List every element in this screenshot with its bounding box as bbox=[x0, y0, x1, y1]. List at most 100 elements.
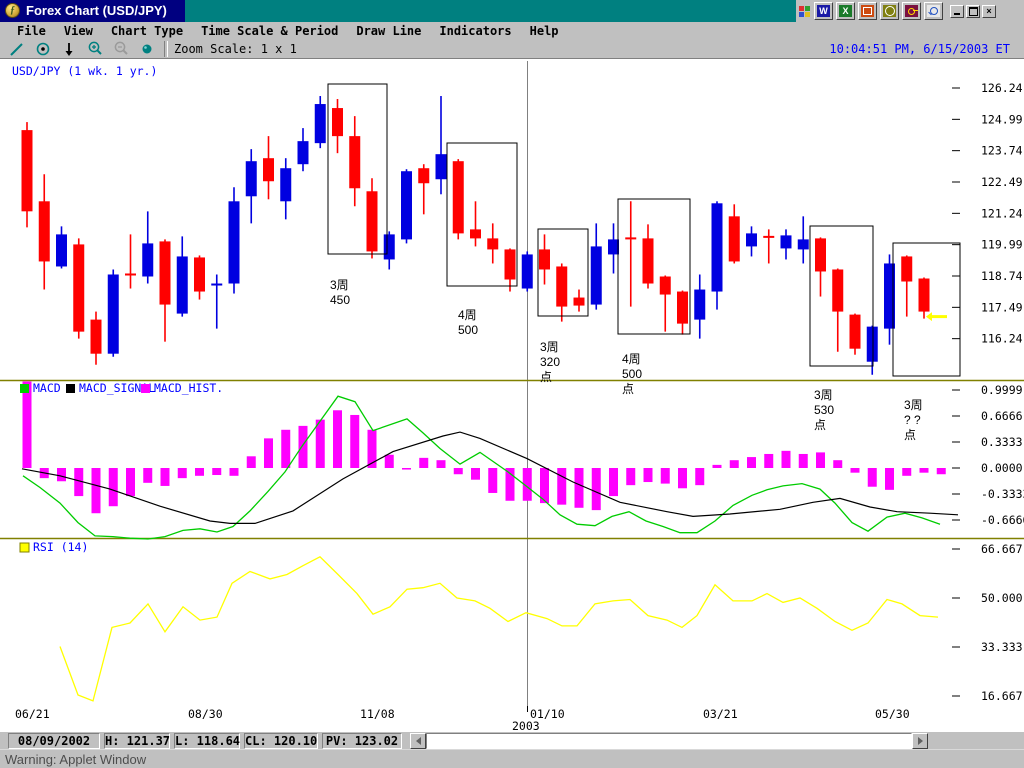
scroll-track[interactable] bbox=[426, 732, 912, 749]
chart-area[interactable]: 126.24 124.99 123.74 122.49 121.24 119.99 118.… bbox=[0, 59, 1024, 731]
svg-text:08/30: 08/30 bbox=[188, 707, 223, 721]
svg-text:点: 点 bbox=[622, 382, 634, 396]
svg-text:66.667: 66.667 bbox=[981, 542, 1023, 556]
svg-text:? ?: ? ? bbox=[904, 413, 921, 427]
svg-text:点: 点 bbox=[540, 370, 552, 384]
office-grid-icon[interactable] bbox=[799, 5, 810, 17]
svg-text:126.24: 126.24 bbox=[981, 81, 1023, 95]
scroll-right-button[interactable] bbox=[912, 732, 928, 749]
macd-histogram bbox=[22, 381, 946, 514]
status-low: L: 118.64 bbox=[174, 732, 241, 749]
applet-warning-bar: Warning: Applet Window bbox=[0, 749, 1024, 768]
svg-text:0.3333: 0.3333 bbox=[981, 435, 1023, 449]
scroll-left-button[interactable] bbox=[410, 732, 426, 749]
find-icon[interactable] bbox=[924, 2, 943, 20]
svg-text:4周: 4周 bbox=[622, 352, 641, 366]
menu-indicators[interactable]: Indicators bbox=[439, 23, 512, 38]
zoom-scale-label: Zoom Scale: 1 x 1 bbox=[174, 41, 297, 56]
svg-text:03/21: 03/21 bbox=[703, 707, 738, 721]
svg-text:MACD: MACD bbox=[33, 381, 61, 395]
menu-time-scale-period[interactable]: Time Scale & Period bbox=[201, 23, 339, 38]
svg-text:05/30: 05/30 bbox=[875, 707, 910, 721]
menu-help[interactable]: Help bbox=[529, 23, 559, 38]
schedule-icon[interactable] bbox=[858, 2, 877, 20]
svg-text:3周: 3周 bbox=[330, 278, 349, 292]
down-arrow-tool-icon[interactable] bbox=[58, 40, 80, 58]
applet-warning-text: Warning: Applet Window bbox=[5, 752, 147, 767]
svg-text:-0.3333: -0.3333 bbox=[981, 487, 1024, 501]
word-icon[interactable]: W bbox=[814, 2, 833, 20]
svg-text:320: 320 bbox=[540, 355, 560, 369]
svg-text:MACD_SIGNAL: MACD_SIGNAL bbox=[79, 381, 155, 395]
chart-scrollbar[interactable] bbox=[410, 732, 928, 749]
svg-text:124.99: 124.99 bbox=[981, 112, 1023, 126]
minimize-button[interactable] bbox=[950, 4, 964, 18]
line-tool-icon[interactable] bbox=[6, 40, 28, 58]
svg-text:530: 530 bbox=[814, 403, 834, 417]
status-date: 08/09/2002 bbox=[8, 732, 100, 749]
svg-text:01/10: 01/10 bbox=[530, 707, 565, 721]
symbol-label: USD/JPY (1 wk. 1 yr.) bbox=[12, 64, 157, 78]
svg-text:-0.6666: -0.6666 bbox=[981, 513, 1024, 527]
svg-text:500: 500 bbox=[458, 323, 478, 337]
svg-text:点: 点 bbox=[904, 428, 916, 442]
chart-svg[interactable]: 126.24 124.99 123.74 122.49 121.24 119.99 118.… bbox=[0, 59, 1024, 731]
app-coin-icon: ƒ bbox=[5, 3, 20, 18]
svg-text:3周: 3周 bbox=[814, 388, 833, 402]
panel-separators bbox=[0, 379, 1024, 540]
axis-ticks: 126.24 124.99 123.74 122.49 121.24 119.99 118.… bbox=[952, 81, 1024, 703]
x-axis-labels: 06/21 08/30 11/08 01/10 03/21 05/30 2003 bbox=[15, 707, 910, 731]
status-close: CL: 120.10 bbox=[244, 732, 318, 749]
svg-text:450: 450 bbox=[330, 293, 350, 307]
macd-line bbox=[22, 395, 941, 540]
svg-text:116.24: 116.24 bbox=[981, 332, 1023, 346]
close-button[interactable]: × bbox=[982, 4, 996, 18]
svg-text:11/08: 11/08 bbox=[360, 707, 395, 721]
restore-button[interactable] bbox=[966, 4, 980, 18]
svg-text:06/21: 06/21 bbox=[15, 707, 50, 721]
svg-text:50.000: 50.000 bbox=[981, 591, 1023, 605]
zoom-in-tool-icon[interactable] bbox=[84, 40, 106, 58]
rsi-legend: RSI (14) bbox=[19, 540, 88, 554]
zoom-out-tool-icon[interactable] bbox=[110, 40, 132, 58]
svg-text:119.99: 119.99 bbox=[981, 238, 1023, 252]
price-marker bbox=[926, 312, 947, 322]
svg-text:118.74: 118.74 bbox=[981, 269, 1023, 283]
window-title: Forex Chart (USD/JPY) bbox=[26, 3, 167, 18]
menu-draw-line[interactable]: Draw Line bbox=[356, 23, 422, 38]
menu-bar: File View Chart Type Time Scale & Period… bbox=[0, 22, 1024, 39]
svg-text:MACD_HIST.: MACD_HIST. bbox=[154, 381, 223, 395]
svg-text:0.9999: 0.9999 bbox=[981, 383, 1023, 397]
svg-text:117.49: 117.49 bbox=[981, 300, 1023, 314]
svg-text:RSI (14): RSI (14) bbox=[33, 540, 88, 554]
candles bbox=[21, 96, 930, 375]
svg-text:0.6666: 0.6666 bbox=[981, 409, 1023, 423]
svg-text:33.333: 33.333 bbox=[981, 640, 1023, 654]
excel-icon[interactable]: X bbox=[836, 2, 855, 20]
status-bar: 08/09/2002 H: 121.37 L: 118.64 CL: 120.1… bbox=[0, 731, 1024, 749]
svg-text:16.667: 16.667 bbox=[981, 689, 1023, 703]
svg-text:122.49: 122.49 bbox=[981, 175, 1023, 189]
menu-view[interactable]: View bbox=[63, 23, 93, 38]
svg-text:点: 点 bbox=[814, 418, 826, 432]
toolbar-separator bbox=[164, 40, 168, 57]
office-shortcut-bar: W X bbox=[796, 0, 1024, 22]
menu-file[interactable]: File bbox=[17, 23, 46, 38]
key-icon[interactable] bbox=[902, 2, 921, 20]
clock-icon[interactable] bbox=[880, 2, 899, 20]
annotation-boxes bbox=[327, 83, 961, 377]
svg-text:123.74: 123.74 bbox=[981, 144, 1023, 158]
menu-chart-type[interactable]: Chart Type bbox=[110, 23, 184, 38]
svg-text:3周: 3周 bbox=[904, 398, 923, 412]
rsi-line bbox=[59, 556, 939, 702]
svg-text:500: 500 bbox=[622, 367, 642, 381]
server-time-label: 10:04:51 PM, 6/15/2003 ET bbox=[829, 42, 1010, 56]
status-prev: PV: 123.02 bbox=[322, 732, 402, 749]
toolbar: Zoom Scale: 1 x 1 10:04:51 PM, 6/15/2003… bbox=[0, 39, 1024, 59]
ball-tool-icon[interactable] bbox=[136, 40, 158, 58]
circle-select-tool-icon[interactable] bbox=[32, 40, 54, 58]
svg-text:121.24: 121.24 bbox=[981, 206, 1023, 220]
